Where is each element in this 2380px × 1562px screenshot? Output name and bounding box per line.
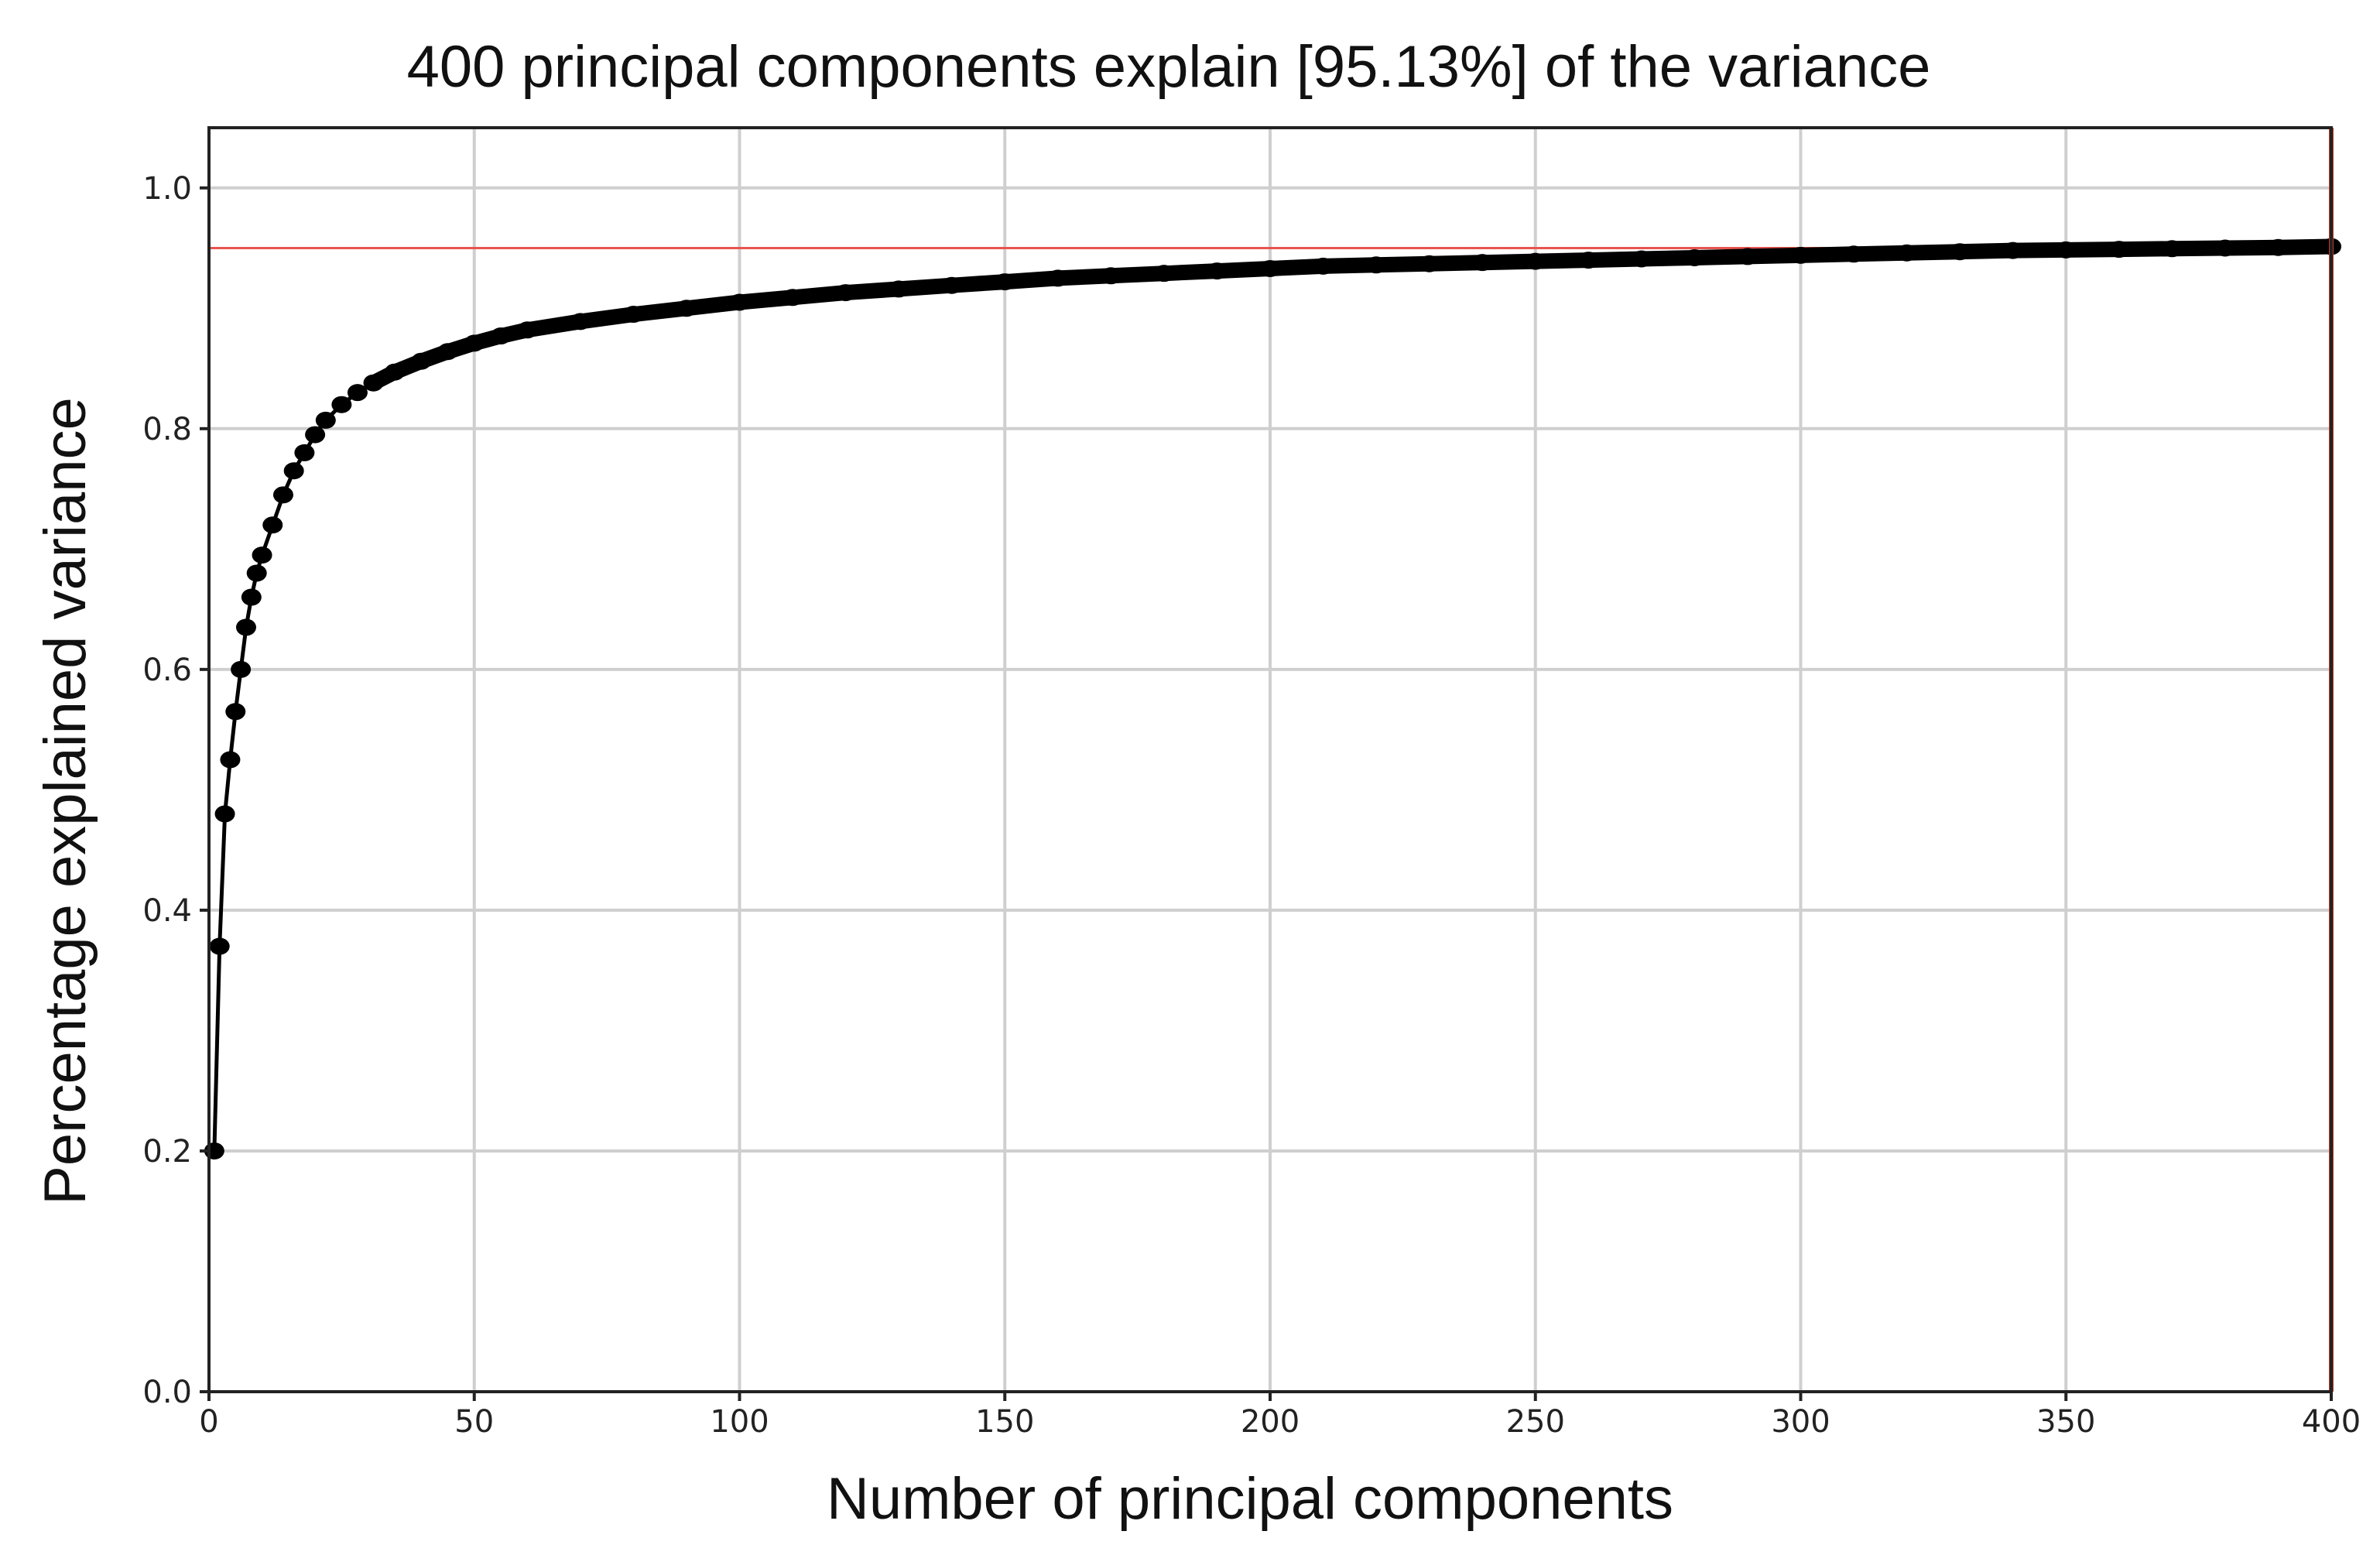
- x-tick-label-7: 350: [2036, 1404, 2095, 1440]
- x-tick-label-5: 250: [1506, 1404, 1565, 1440]
- data-point-16: [331, 396, 352, 413]
- y-axis-ticks: 0.0 0.2 0.4 0.6 0.8 1.0: [142, 171, 209, 1410]
- x-axis-label: Number of principal components: [827, 1466, 1673, 1532]
- data-point-6: [235, 618, 256, 636]
- series-layer: [204, 238, 2341, 1160]
- x-tick-label-6: 300: [1771, 1404, 1830, 1440]
- x-axis-ticks: 0 50 100 150 200 250 300 350 400: [199, 1392, 2361, 1440]
- data-point-5: [231, 660, 252, 678]
- x-tick-label-0: 0: [199, 1404, 218, 1440]
- series-line-0: [212, 245, 2332, 1152]
- series-marker-band-0: [365, 238, 2339, 391]
- data-point-3: [220, 751, 241, 769]
- x-tick-label-2: 100: [710, 1404, 769, 1440]
- y-tick-label-2: 0.4: [142, 893, 192, 929]
- data-point-1: [209, 937, 230, 955]
- x-tick-label-4: 200: [1241, 1404, 1300, 1440]
- data-point-15: [315, 411, 336, 429]
- y-tick-label-1: 0.2: [142, 1134, 192, 1170]
- data-point-8: [246, 564, 267, 582]
- data-point-4: [225, 703, 246, 721]
- data-point-10: [262, 516, 283, 534]
- y-tick-label-4: 0.8: [142, 412, 192, 447]
- chart-title: 400 principal components explain [95.13%…: [407, 34, 1931, 100]
- x-tick-label-8: 400: [2302, 1404, 2361, 1440]
- y-tick-label-0: 0.0: [142, 1375, 192, 1410]
- data-point-7: [241, 588, 262, 606]
- y-tick-label-5: 1.0: [142, 171, 192, 207]
- data-point-11: [272, 486, 293, 504]
- y-tick-label-3: 0.6: [142, 653, 192, 688]
- data-point-9: [252, 546, 272, 564]
- data-point-17: [347, 384, 368, 402]
- grid-lines: [207, 128, 2333, 1393]
- x-tick-label-1: 50: [454, 1404, 494, 1440]
- data-point-13: [294, 444, 315, 461]
- y-axis-label: Percentage explained variance: [33, 397, 98, 1205]
- data-point-14: [305, 426, 326, 444]
- data-point-12: [283, 462, 304, 480]
- x-tick-label-3: 150: [975, 1404, 1034, 1440]
- data-point-2: [214, 805, 235, 823]
